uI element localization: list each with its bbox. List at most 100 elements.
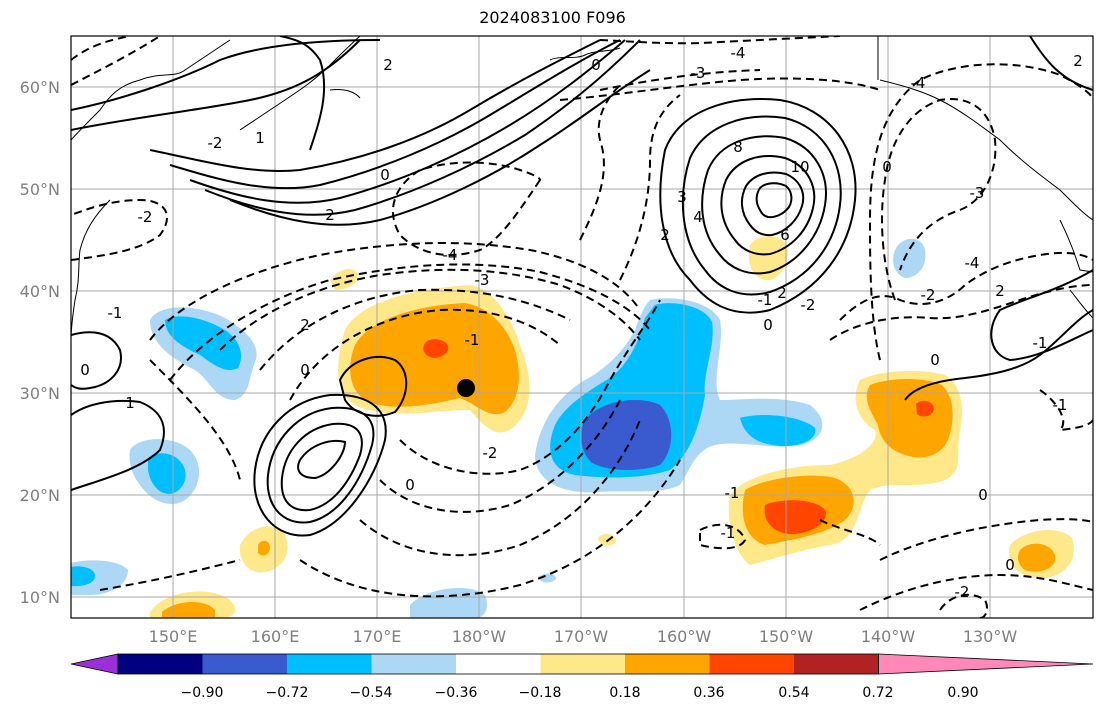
contour-label: 10 bbox=[790, 158, 809, 176]
shade-orange-sw bbox=[258, 540, 270, 556]
coastlines bbox=[71, 36, 1093, 341]
shade-lightblue-small bbox=[538, 573, 556, 583]
contour-label: -1 bbox=[465, 331, 480, 349]
lat-label: 30°N bbox=[20, 384, 60, 403]
colorbar-tick-label: 0.90 bbox=[947, 685, 978, 701]
colorbar-segment bbox=[118, 654, 203, 674]
lat-label: 40°N bbox=[20, 282, 60, 301]
map-background bbox=[71, 36, 1093, 618]
longitude-labels: 150°E 160°E 170°E 180°W 170°W 160°W 150°… bbox=[149, 627, 1018, 646]
contour-label: -2 bbox=[483, 444, 498, 462]
shade-royal-central bbox=[580, 400, 672, 471]
contour-label: 0 bbox=[300, 361, 310, 379]
shade-orange-se bbox=[1017, 543, 1056, 572]
lon-label: 160°W bbox=[657, 627, 712, 646]
contour-label: -1 bbox=[1033, 334, 1048, 352]
lat-label: 60°N bbox=[20, 78, 60, 97]
colorbar-labels: −0.90 −0.72 −0.54 −0.36 −0.18 0.18 0.36 … bbox=[181, 685, 979, 701]
shade-red-east2 bbox=[916, 400, 934, 417]
contour-label: -1 bbox=[721, 524, 736, 542]
contour-label: 0 bbox=[930, 351, 940, 369]
contour-label: 2 bbox=[1073, 52, 1083, 70]
lat-label: 50°N bbox=[20, 180, 60, 199]
lon-label: 150°E bbox=[149, 627, 198, 646]
contour-label: 2 bbox=[383, 56, 393, 74]
shade-blue-sw bbox=[148, 453, 186, 494]
contour-label: 0 bbox=[380, 166, 390, 184]
colorbar-segment bbox=[456, 654, 541, 674]
colorbar-extend-right bbox=[878, 653, 1094, 675]
contour-label: 8 bbox=[733, 138, 743, 156]
contour-labels: -4-3020-4-3-1200-2-1-10-21-1-21-220-2-10… bbox=[80, 44, 1083, 601]
contour-label: 0 bbox=[591, 56, 601, 74]
shade-blue-west bbox=[165, 316, 242, 371]
contour-label: -3 bbox=[970, 184, 985, 202]
shade-orange-central bbox=[350, 303, 519, 415]
contour-label: -2 bbox=[801, 296, 816, 314]
contour-label: -1 bbox=[758, 291, 773, 309]
colorbar-tick-label: 0.72 bbox=[862, 685, 893, 701]
contour-layer bbox=[71, 36, 1093, 618]
dashed-contours bbox=[71, 36, 1093, 618]
gridlines bbox=[71, 36, 1093, 618]
colorbar-segment bbox=[794, 654, 879, 674]
contour-label: -1 bbox=[725, 484, 740, 502]
contour-label: -3 bbox=[691, 64, 706, 82]
contour-label: 2 bbox=[660, 226, 670, 244]
contour-label: 2 bbox=[777, 284, 787, 302]
contour-label: 0 bbox=[80, 361, 90, 379]
contour-label: 2 bbox=[300, 316, 310, 334]
lon-label: 140°W bbox=[861, 627, 916, 646]
shade-orange-bottom bbox=[162, 601, 215, 618]
contour-label: 3 bbox=[677, 188, 687, 206]
contour-label: 6 bbox=[780, 226, 790, 244]
contour-label: 2 bbox=[325, 206, 335, 224]
contour-label: -3 bbox=[475, 271, 490, 289]
contour-label: -2 bbox=[138, 208, 153, 226]
contour-label: 0 bbox=[405, 476, 415, 494]
colorbar bbox=[70, 653, 1094, 675]
shade-blue-far-sw bbox=[71, 566, 95, 587]
contour-label: -2 bbox=[955, 583, 970, 601]
lat-label: 20°N bbox=[20, 486, 60, 505]
lon-label: 160°E bbox=[251, 627, 300, 646]
contour-label: 0 bbox=[763, 316, 773, 334]
contour-label: 1 bbox=[125, 394, 135, 412]
contour-label: -4 bbox=[911, 74, 926, 92]
storm-center-marker bbox=[457, 379, 475, 397]
contour-label: -4 bbox=[731, 44, 746, 62]
contour-label: -2 bbox=[208, 134, 223, 152]
shade-red-central bbox=[423, 339, 449, 358]
contour-label: -1 bbox=[1053, 396, 1068, 414]
lon-label: 170°W bbox=[554, 627, 609, 646]
contour-label: 1 bbox=[255, 129, 265, 147]
colorbar-tick-label: 0.54 bbox=[778, 685, 809, 701]
colorbar-tick-label: −0.18 bbox=[519, 685, 562, 701]
contour-label: 0 bbox=[978, 486, 988, 504]
colorbar-tick-label: −0.54 bbox=[350, 685, 393, 701]
map-frame bbox=[70, 35, 1094, 619]
colorbar-tick-label: −0.72 bbox=[266, 685, 309, 701]
contour-label: 0 bbox=[882, 158, 892, 176]
contour-label: -4 bbox=[443, 246, 458, 264]
latitude-labels: 60°N 50°N 40°N 30°N 20°N 10°N bbox=[20, 78, 60, 607]
colorbar-segment bbox=[287, 654, 372, 674]
colorbar-segment bbox=[540, 654, 626, 674]
lon-label: 180°W bbox=[452, 627, 507, 646]
contour-label: -4 bbox=[965, 254, 980, 272]
solid-contours bbox=[71, 36, 1093, 537]
lon-label: 170°E bbox=[353, 627, 402, 646]
colorbar-segment bbox=[625, 654, 710, 674]
contour-label: 4 bbox=[693, 208, 703, 226]
lat-label: 10°N bbox=[20, 588, 60, 607]
contour-label: -1 bbox=[108, 304, 123, 322]
shade-blue-east bbox=[740, 415, 816, 447]
colorbar-frame bbox=[117, 653, 879, 675]
colorbar-extend-left bbox=[70, 653, 119, 675]
map-title: 2024083100 F096 bbox=[479, 8, 626, 27]
colorbar-tick-label: −0.90 bbox=[181, 685, 224, 701]
colorbar-segment bbox=[709, 654, 795, 674]
lon-label: 130°W bbox=[963, 627, 1018, 646]
shade-red-east bbox=[764, 500, 826, 535]
